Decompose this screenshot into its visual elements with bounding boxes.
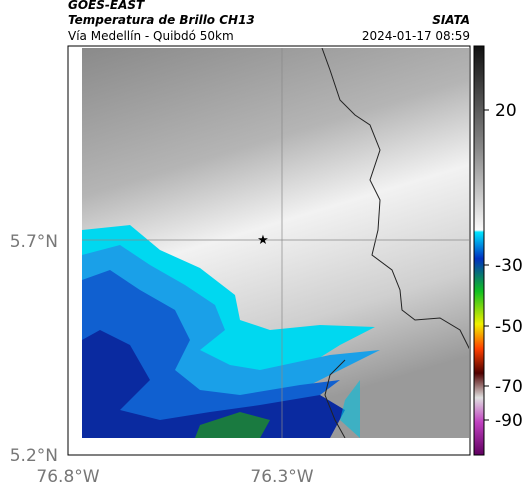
svg-text:★: ★ xyxy=(257,233,269,248)
timestamp: 2024-01-17 08:59 xyxy=(362,29,470,43)
header: GOES-EAST Temperatura de Brillo CH13 Vía… xyxy=(68,0,470,43)
brand: SIATA xyxy=(432,13,470,27)
colorbar-label: -90 xyxy=(495,411,523,431)
imagery: ★ xyxy=(82,48,469,438)
map: ★ 5.7°N 5.2°N 76.8°W 76.3°W xyxy=(10,45,471,487)
colorbar-scale xyxy=(473,45,485,456)
lon-label: 76.3°W xyxy=(250,467,313,487)
axis-labels: 5.7°N 5.2°N 76.8°W 76.3°W xyxy=(10,232,314,487)
lat-label: 5.7°N xyxy=(10,232,58,252)
colorbar-label: 20 xyxy=(495,101,517,121)
title: Temperatura de Brillo CH13 xyxy=(68,13,255,27)
source: GOES-EAST xyxy=(68,0,145,12)
lon-label: 76.8°W xyxy=(36,467,99,487)
colorbar-label: -70 xyxy=(495,377,523,397)
subtitle: Vía Medellín - Quibdó 50km xyxy=(68,29,234,43)
colorbar-label: -30 xyxy=(495,256,523,276)
colorbar-label: -50 xyxy=(495,317,523,337)
lat-label: 5.2°N xyxy=(10,446,58,466)
colorbar: 20 -30 -50 -70 -90 xyxy=(473,45,523,456)
